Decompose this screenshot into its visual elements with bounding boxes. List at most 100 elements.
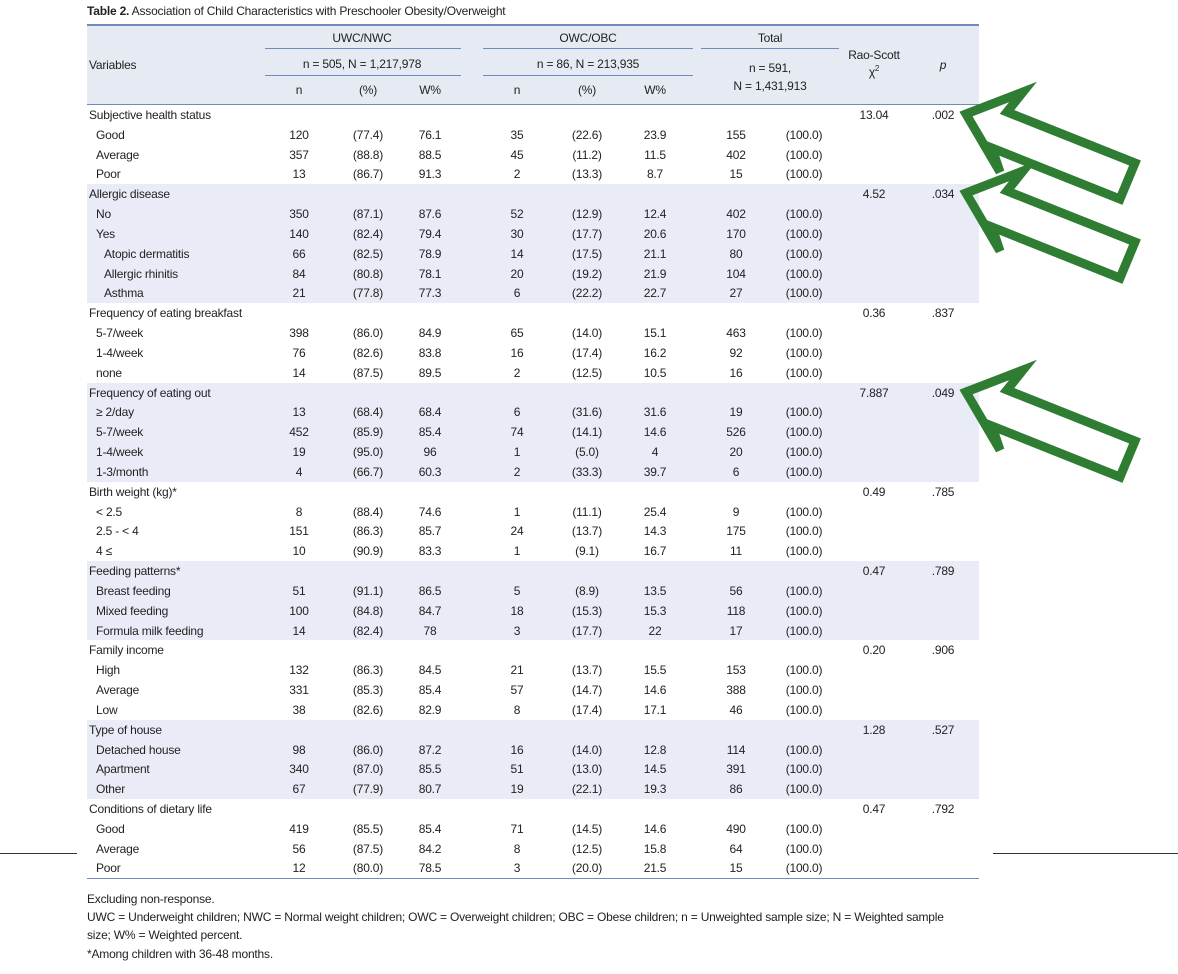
row-label: Detached house [96, 742, 181, 757]
cell-uwc-n: 66 [292, 246, 306, 261]
cell-total-pct: (100.0) [785, 365, 823, 380]
cell-owc-n: 8 [513, 841, 521, 856]
cell-owc-pct: (13.3) [571, 167, 603, 182]
cell-uwc-w: 85.4 [418, 425, 442, 440]
row-label: Good [96, 127, 125, 142]
header-sub-n: n [513, 83, 521, 97]
chi-superscript: 2 [874, 64, 880, 73]
cell-total-n: 104 [726, 266, 746, 281]
header-owc-sample: n = 86, N = 213,935 [536, 57, 640, 71]
cell-p-value: .049 [931, 385, 955, 400]
cell-uwc-pct: (77.8) [352, 286, 384, 301]
cell-owc-n: 3 [513, 861, 521, 876]
cell-total-pct: (100.0) [785, 702, 823, 717]
cell-uwc-n: 398 [289, 326, 309, 341]
cell-owc-w: 21.1 [643, 246, 667, 261]
cell-uwc-pct: (88.8) [352, 147, 384, 162]
arrow-icon [959, 160, 1141, 284]
table-row: Average 331 (85.3) 85.4 57 (14.7) 14.6 388 (100.… [87, 680, 979, 700]
cell-uwc-pct: (77.9) [352, 782, 384, 797]
header-uwc-sample: n = 505, N = 1,217,978 [302, 57, 422, 71]
cell-total-pct: (100.0) [785, 544, 823, 559]
cell-total-pct: (100.0) [785, 266, 823, 281]
table-row: Yes 140 (82.4) 79.4 30 (17.7) 20.6 170 (100.0) [87, 223, 979, 244]
row-label: Atopic dermatitis [104, 246, 190, 261]
cell-owc-w: 23.9 [643, 127, 667, 142]
cell-total-n: 118 [726, 603, 746, 618]
table-row: Average 357 (88.8) 88.5 45 (11.2) 11.5 402 (100.… [87, 145, 979, 165]
cell-uwc-w: 87.2 [418, 742, 442, 757]
cell-uwc-w: 74.6 [418, 504, 442, 519]
arrow-icon [959, 81, 1141, 205]
cell-total-n: 27 [729, 286, 743, 301]
cell-owc-pct: (5.0) [575, 445, 599, 460]
row-label: Low [96, 702, 118, 717]
header-sub-pct: (%) [577, 83, 597, 97]
header-sub-w: W% [644, 83, 666, 97]
cell-uwc-pct: (86.7) [352, 167, 384, 182]
cell-owc-w: 13.5 [643, 583, 667, 598]
chi-symbol: χ [868, 65, 875, 79]
row-label: Allergic disease [89, 187, 170, 202]
table-row: Poor 12 (80.0) 78.5 3 (20.0) 21.5 15 (100.0) [87, 858, 979, 878]
cell-p-value: .002 [931, 108, 955, 122]
cell-total-n: 388 [726, 683, 746, 698]
cell-uwc-pct: (82.6) [352, 702, 384, 717]
row-label: Family income [89, 643, 164, 658]
header-rule [483, 75, 693, 76]
cell-uwc-n: 76 [292, 345, 306, 360]
table-title: Table 2. Association of Child Characteri… [87, 4, 506, 18]
row-label: Apartment [96, 762, 150, 777]
row-label: Breast feeding [96, 583, 171, 598]
cell-owc-w: 11.5 [644, 147, 666, 162]
cell-owc-n: 5 [513, 583, 521, 598]
cell-uwc-n: 19 [292, 445, 306, 460]
table-row: 4 ≤ 10 (90.9) 83.3 1 (9.1) 16.7 11 (100.0) [87, 541, 979, 561]
cell-total-n: 20 [729, 445, 743, 460]
cell-owc-pct: (8.9) [575, 583, 599, 598]
cell-total-pct: (100.0) [785, 861, 823, 876]
cell-uwc-pct: (87.5) [352, 365, 384, 380]
cell-owc-pct: (12.9) [571, 207, 603, 222]
header-p: p [939, 58, 947, 72]
cell-total-pct: (100.0) [785, 345, 823, 360]
cell-owc-n: 52 [510, 207, 524, 222]
row-label: No [96, 207, 111, 222]
cell-total-n: 92 [729, 345, 743, 360]
cell-owc-n: 1 [513, 445, 521, 460]
cell-owc-w: 12.8 [643, 742, 667, 757]
cell-owc-pct: (17.4) [571, 345, 603, 360]
table-row: Apartment 340 (87.0) 85.5 51 (13.0) 14.5 391 (10… [87, 759, 979, 780]
header-rule [701, 48, 839, 49]
cell-owc-w: 31.6 [643, 405, 667, 420]
cell-p-value: .527 [931, 722, 955, 737]
cell-owc-n: 21 [510, 663, 524, 678]
cell-total-n: 64 [729, 841, 743, 856]
row-label: 1-3/month [96, 464, 149, 479]
cell-total-n: 463 [726, 326, 746, 341]
cell-total-pct: (100.0) [785, 603, 823, 618]
cell-total-pct: (100.0) [785, 663, 823, 678]
cell-total-n: 391 [726, 762, 746, 777]
row-label: 2.5 - < 4 [96, 524, 139, 539]
cell-uwc-n: 13 [292, 405, 306, 420]
cell-uwc-w: 60.3 [418, 464, 442, 479]
cell-uwc-pct: (86.3) [352, 663, 384, 678]
cell-uwc-w: 79.4 [418, 226, 442, 241]
cell-owc-w: 22 [648, 623, 662, 638]
cell-total-n: 170 [726, 226, 746, 241]
cell-uwc-w: 78.9 [418, 246, 442, 261]
cell-uwc-pct: (82.4) [352, 226, 384, 241]
row-label: Allergic rhinitis [104, 266, 178, 281]
cell-owc-n: 1 [513, 544, 521, 559]
cell-uwc-pct: (87.5) [352, 841, 384, 856]
cell-uwc-n: 8 [295, 504, 303, 519]
cell-uwc-n: 140 [289, 226, 309, 241]
cell-total-n: 9 [732, 504, 740, 519]
cell-uwc-n: 51 [292, 583, 306, 598]
cell-total-pct: (100.0) [785, 821, 823, 836]
cell-uwc-pct: (87.0) [352, 762, 384, 777]
cell-owc-pct: (15.3) [571, 603, 603, 618]
cell-total-pct: (100.0) [785, 782, 823, 797]
footnote: *Among children with 36-48 months. [87, 947, 273, 961]
